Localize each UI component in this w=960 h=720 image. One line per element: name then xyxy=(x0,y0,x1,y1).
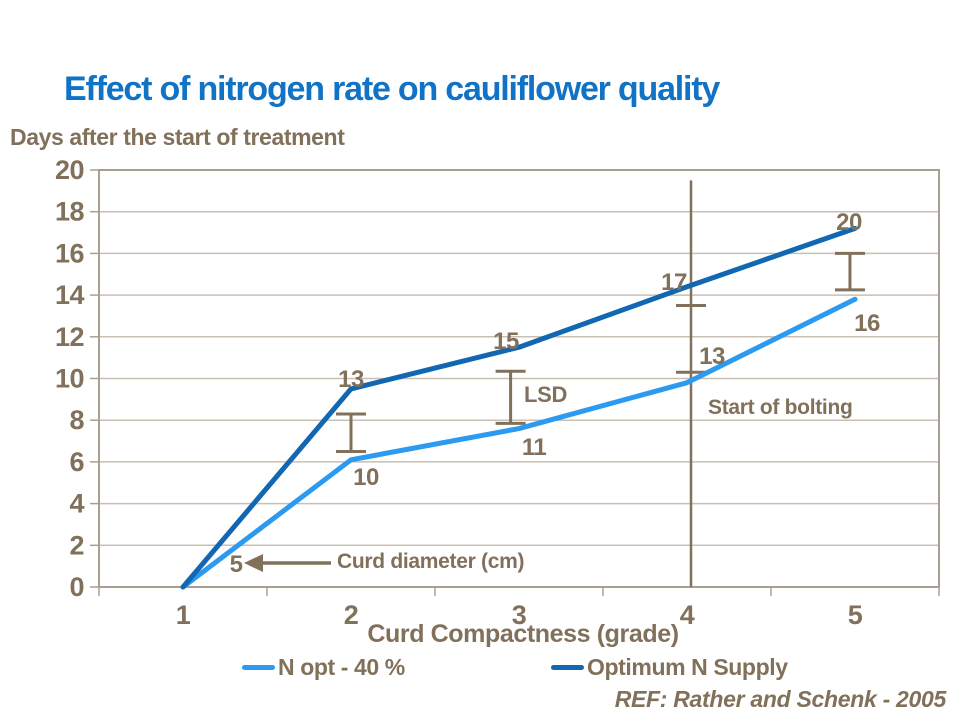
x-tick-label: 4 xyxy=(680,600,695,630)
y-tick-label: 10 xyxy=(55,364,84,394)
y-tick-label: 8 xyxy=(69,405,84,435)
data-point-label: 17 xyxy=(661,269,687,296)
legend-swatch-n-opt-40 xyxy=(242,665,275,670)
x-tick-label: 5 xyxy=(848,600,863,630)
y-tick-label: 2 xyxy=(69,530,84,560)
data-point-label: 5 xyxy=(230,551,243,578)
legend-label-n-opt-40: N opt - 40 % xyxy=(278,654,405,680)
data-point-label: 20 xyxy=(836,209,862,236)
y-tick-label: 14 xyxy=(55,280,85,310)
plot-border xyxy=(98,169,940,588)
series-line-optimum-n-supply xyxy=(180,225,858,590)
y-tick-label: 4 xyxy=(69,489,84,519)
reference-citation: REF: Rather and Schenk - 2005 xyxy=(614,686,947,712)
y-tick-label: 6 xyxy=(69,447,84,477)
data-point-label: 13 xyxy=(338,366,364,393)
x-tick-label: 2 xyxy=(344,600,359,630)
series-line-n-opt-40- xyxy=(180,296,858,590)
data-point-label: 16 xyxy=(854,310,880,337)
data-point-label: 11 xyxy=(522,434,547,461)
x-tick-label: 3 xyxy=(512,600,527,630)
chart-title: Effect of nitrogen rate on cauliflower q… xyxy=(64,70,720,108)
y-tick-label: 18 xyxy=(55,197,85,227)
y-tick-label: 12 xyxy=(55,322,84,352)
data-point-label: 15 xyxy=(493,328,519,355)
curd-diameter-annotation: Curd diameter (cm) xyxy=(337,550,525,573)
curd-diameter-arrow-head xyxy=(244,554,263,572)
lsd-annotation: LSD xyxy=(524,382,568,407)
x-tick-label: 1 xyxy=(176,600,191,630)
y-tick-label: 0 xyxy=(69,572,84,602)
y-axis-title: Days after the start of treatment xyxy=(10,124,345,150)
data-point-label: 10 xyxy=(353,464,379,491)
legend-item-n-opt-40: N opt - 40 % xyxy=(242,654,405,681)
data-point-label: 13 xyxy=(699,343,725,370)
y-tick-label: 20 xyxy=(55,155,84,185)
x-axis-title: Curd Compactness (grade) xyxy=(367,620,679,648)
y-tick-label: 16 xyxy=(55,238,85,268)
start-of-bolting-annotation: Start of bolting xyxy=(708,396,853,419)
legend-item-optimum-n-supply: Optimum N Supply xyxy=(551,654,788,681)
legend-label-optimum-n-supply: Optimum N Supply xyxy=(587,654,788,680)
legend-swatch-optimum-n-supply xyxy=(551,665,584,670)
